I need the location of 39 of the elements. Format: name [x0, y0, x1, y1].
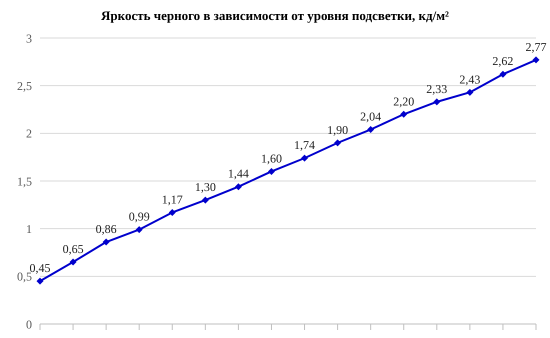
point [268, 168, 275, 175]
data-label: 0,86 [96, 222, 117, 236]
data-label: 0,99 [128, 210, 150, 224]
point [499, 70, 506, 78]
y-tick-label: 1 [26, 222, 32, 236]
point [168, 208, 176, 216]
data-label: 1,30 [194, 180, 216, 194]
data-label: 2,33 [426, 82, 448, 96]
point [367, 126, 374, 134]
data-label: 2,62 [492, 54, 514, 68]
data-label: 0,65 [62, 242, 84, 256]
point [334, 139, 342, 146]
point [36, 278, 44, 285]
point [70, 258, 77, 266]
y-tick-label: 3 [26, 31, 32, 46]
data-label: 1,74 [294, 138, 316, 152]
point [400, 110, 408, 118]
y-tick-label: 2 [26, 126, 32, 141]
point [301, 154, 308, 162]
data-label: 1,44 [228, 166, 249, 181]
data-label: 0,45 [30, 261, 50, 276]
point [102, 238, 110, 246]
data-label: 2,77 [526, 40, 546, 54]
point [532, 56, 540, 64]
point [433, 98, 440, 106]
data-label: 1,60 [260, 151, 282, 166]
y-tick-label: 1,5 [17, 174, 32, 188]
point [234, 183, 242, 190]
point [136, 226, 143, 234]
data-label: 2,20 [393, 94, 414, 108]
point [202, 196, 209, 204]
y-tick-label: 2,5 [17, 78, 32, 93]
y-tick-label: 0 [26, 317, 32, 332]
data-label: 1,90 [327, 122, 348, 137]
chart-title: Яркость черного в зависимости от уровня подсветки, кд/м² [100, 7, 450, 25]
data-label: 2,04 [360, 110, 382, 124]
data-label: 1,17 [162, 192, 183, 206]
point [466, 88, 474, 96]
data-label: 2,43 [459, 72, 480, 86]
